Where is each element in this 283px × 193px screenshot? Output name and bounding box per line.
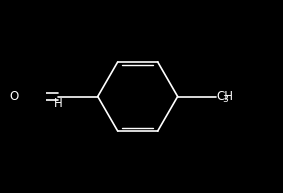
- Text: H: H: [53, 97, 62, 110]
- Text: 3: 3: [222, 95, 228, 104]
- Text: CH: CH: [216, 90, 233, 103]
- Text: O: O: [9, 90, 18, 103]
